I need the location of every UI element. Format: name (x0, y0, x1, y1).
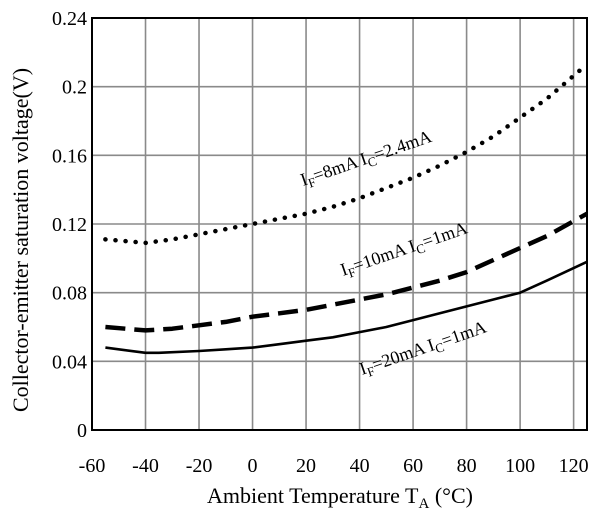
y-tick-label: 0.12 (52, 214, 87, 236)
y-tick-label: 0.08 (52, 283, 87, 305)
x-tick-label: -40 (132, 455, 159, 477)
x-tick-label: 0 (248, 455, 258, 477)
x-tick-label: 80 (457, 455, 477, 477)
x-tick-label: 60 (403, 455, 423, 477)
series-line-if20ma (105, 260, 588, 355)
plot-frame (91, 17, 588, 431)
y-tick-label: 0.24 (52, 8, 87, 30)
x-tick-label: 40 (350, 455, 370, 477)
y-tick-label: 0.2 (62, 77, 87, 99)
series-labels: IF=8mA IC=2.4mA IF=10mA IC=1mA IF=20mA IC=… (298, 126, 490, 382)
series-label-if20ma: IF=20mA IC=1mA (357, 317, 490, 382)
x-tick-label: 100 (505, 455, 535, 477)
x-tick-label: -20 (186, 455, 213, 477)
grid (91, 17, 587, 431)
y-tick-label: 0.04 (52, 351, 87, 373)
series-lines (103, 62, 590, 355)
series-label-if10ma: IF=10mA IC=1mA (338, 218, 471, 283)
x-tick-label: 120 (559, 455, 589, 477)
series-line-if10ma (105, 211, 589, 333)
y-tick-label: 0 (77, 420, 87, 442)
tick-labels: -60 -40 -20 0 20 40 60 80 100 120 0 0.04 0.08 0.12 0.1… (52, 8, 589, 477)
x-tick-label: 20 (296, 455, 316, 477)
y-tick-label: 0.16 (52, 145, 87, 167)
x-axis-title: Ambient Temperature TA (°C) (207, 483, 473, 511)
y-axis-title: Collector-emitter saturation voltage(V) (8, 68, 33, 412)
series-line-if8ma (103, 62, 590, 246)
x-tick-label: -60 (79, 455, 106, 477)
series-label-if8ma: IF=8mA IC=2.4mA (298, 126, 435, 192)
